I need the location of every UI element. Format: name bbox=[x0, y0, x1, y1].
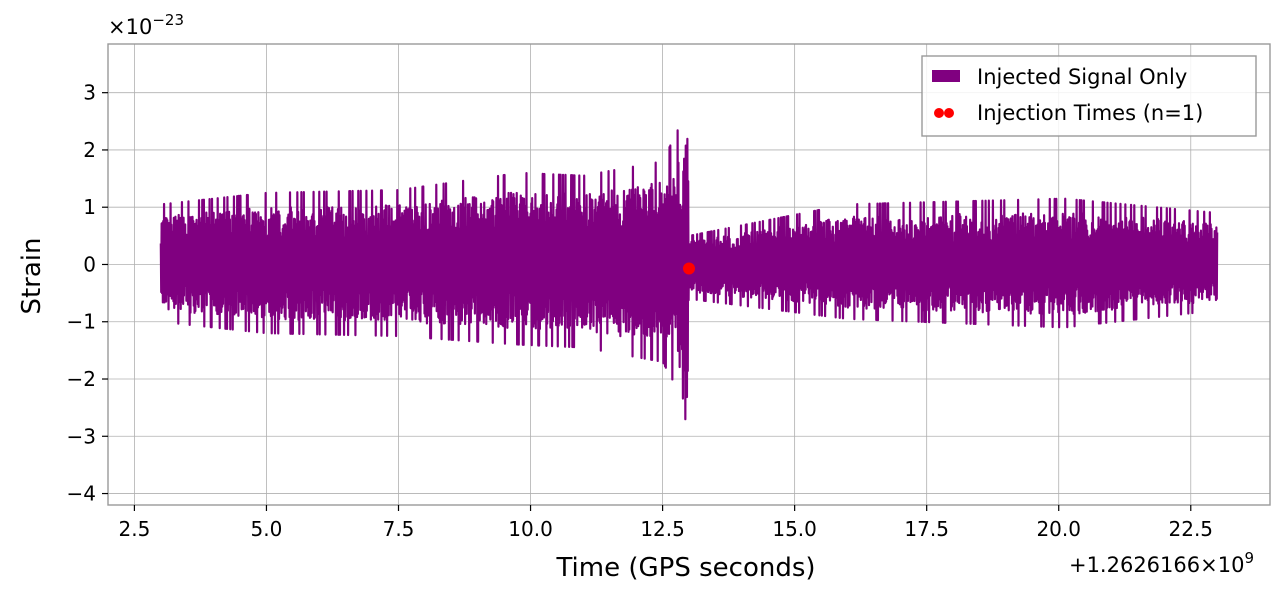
legend-swatch-injected-signal bbox=[932, 70, 960, 82]
strain-trace bbox=[159, 129, 1219, 421]
x-tick-label: 22.5 bbox=[1169, 517, 1214, 541]
x-tick-label: 10.0 bbox=[508, 517, 553, 541]
x-offset-exponent: 9 bbox=[1244, 549, 1254, 567]
legend-label-injection-times: Injection Times (n=1) bbox=[977, 101, 1203, 125]
x-tick-label: 17.5 bbox=[904, 517, 949, 541]
legend-marker-injection-times-b bbox=[944, 108, 954, 118]
y-tick-label: 3 bbox=[83, 81, 96, 105]
x-tick-label: 15.0 bbox=[772, 517, 817, 541]
y-tick-label: 0 bbox=[83, 252, 96, 276]
x-tick-label: 12.5 bbox=[640, 517, 685, 541]
y-scale-exponent: −23 bbox=[152, 11, 184, 29]
y-axis-label: Strain bbox=[17, 237, 47, 314]
x-axis-ticks: 2.5 5.0 7.5 10.0 12.5 15.0 17.5 20.0 22.5 bbox=[119, 505, 1214, 541]
series-injected-signal bbox=[159, 129, 1219, 421]
legend-box bbox=[921, 55, 1257, 137]
legend-marker-injection-times bbox=[934, 108, 944, 118]
legend-label-injected-signal: Injected Signal Only bbox=[977, 65, 1187, 89]
y-axis-ticks: −4 −3 −2 −1 0 1 2 3 bbox=[67, 81, 108, 506]
y-tick-label: −4 bbox=[67, 482, 96, 506]
y-scale-factor: ×10−23 bbox=[108, 11, 184, 39]
plot-frame bbox=[107, 43, 1271, 506]
x-tick-label: 7.5 bbox=[383, 517, 415, 541]
y-tick-label: −1 bbox=[67, 310, 96, 334]
y-tick-label: 1 bbox=[83, 195, 96, 219]
y-tick-label: 2 bbox=[83, 138, 96, 162]
x-tick-label: 20.0 bbox=[1036, 517, 1081, 541]
x-offset-text: +1.2626166×109 bbox=[1069, 549, 1254, 577]
y-tick-label: −2 bbox=[67, 367, 96, 391]
x-tick-label: 5.0 bbox=[251, 517, 283, 541]
x-axis-label: Time (GPS seconds) bbox=[555, 553, 815, 583]
x-tick-label: 2.5 bbox=[119, 517, 151, 541]
series-injection-times bbox=[683, 262, 695, 275]
legend: Injected Signal Only Injection Times (n=… bbox=[921, 55, 1257, 137]
y-tick-label: −3 bbox=[67, 424, 96, 448]
injection-time-point bbox=[683, 262, 695, 275]
